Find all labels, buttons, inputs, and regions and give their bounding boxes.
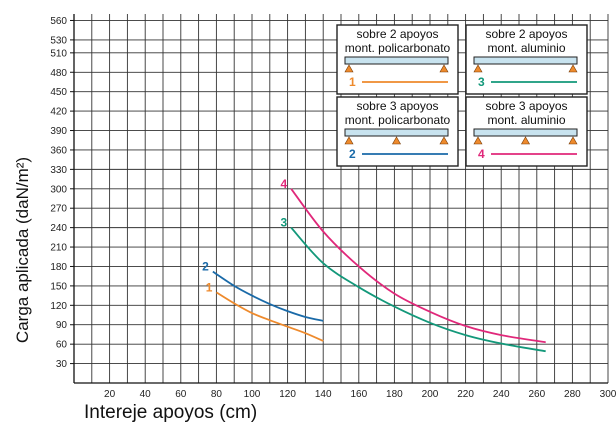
legend-line2: mont. aluminio xyxy=(487,41,565,55)
y-tick-label: 30 xyxy=(56,359,68,370)
series-label-4: 4 xyxy=(280,177,287,191)
y-tick-label: 480 xyxy=(50,68,67,79)
legend-line2: mont. aluminio xyxy=(487,113,565,127)
series-label-1: 1 xyxy=(206,280,213,294)
x-tick-label: 240 xyxy=(493,389,510,400)
axes xyxy=(70,14,608,384)
x-tick-label: 120 xyxy=(279,389,296,400)
y-axis-title: Carga aplicada (daN/m²) xyxy=(13,157,32,343)
y-tick-label: 420 xyxy=(50,107,67,118)
series-line-4 xyxy=(290,188,546,344)
legend-line1: sobre 2 apoyos xyxy=(485,27,567,41)
series-label-3: 3 xyxy=(280,216,287,230)
support-icon xyxy=(568,64,578,73)
series-line-2 xyxy=(212,270,324,322)
support-icon xyxy=(344,64,354,73)
support-icon xyxy=(439,136,449,145)
x-tick-label: 100 xyxy=(244,389,261,400)
y-tick-label: 530 xyxy=(50,35,67,46)
beam-icon xyxy=(344,56,449,65)
y-tick-label: 510 xyxy=(50,48,67,59)
y-tick-label: 210 xyxy=(50,243,67,254)
series-line-3 xyxy=(290,227,546,353)
series-label-2: 2 xyxy=(202,260,209,274)
support-icon xyxy=(439,64,449,73)
y-tick-label: 330 xyxy=(50,165,67,176)
y-tick-label: 120 xyxy=(50,301,67,312)
x-tick-label: 260 xyxy=(528,389,545,400)
y-tick-label: 450 xyxy=(50,87,67,98)
x-tick-label: 60 xyxy=(175,389,187,400)
y-tick-label: 60 xyxy=(56,340,68,351)
tick-labels: 3060901201501802102402703003303603904204… xyxy=(50,16,616,400)
legend-series-number: 3 xyxy=(478,75,485,89)
x-axis-title: Intereje apoyos (cm) xyxy=(84,402,257,423)
beam-icon xyxy=(473,56,578,65)
legend-line1: sobre 3 apoyos xyxy=(485,99,567,113)
x-tick-label: 220 xyxy=(457,389,474,400)
x-tick-label: 160 xyxy=(350,389,367,400)
y-tick-label: 240 xyxy=(50,223,67,234)
y-tick-label: 390 xyxy=(50,126,67,137)
support-icon xyxy=(344,136,354,145)
y-tick-label: 270 xyxy=(50,204,67,215)
y-tick-label: 90 xyxy=(56,320,68,331)
x-tick-label: 20 xyxy=(104,389,116,400)
y-tick-label: 560 xyxy=(50,16,67,27)
x-tick-label: 180 xyxy=(386,389,403,400)
support-icon xyxy=(473,136,483,145)
beam-icon xyxy=(473,128,578,137)
support-icon xyxy=(473,64,483,73)
x-tick-label: 200 xyxy=(422,389,439,400)
x-tick-label: 80 xyxy=(211,389,223,400)
series-lines: 1 2 3 4 xyxy=(202,177,546,353)
support-icon xyxy=(520,136,531,145)
x-tick-label: 280 xyxy=(564,389,581,400)
legend-series-number: 4 xyxy=(478,147,485,161)
y-tick-label: 360 xyxy=(50,145,67,156)
y-tick-label: 180 xyxy=(50,262,67,273)
x-tick-label: 300 xyxy=(600,389,616,400)
beam-icon xyxy=(344,128,449,137)
legend-line1: sobre 2 apoyos xyxy=(356,27,438,41)
x-tick-label: 40 xyxy=(140,389,152,400)
legend-line2: mont. policarbonato xyxy=(345,41,451,55)
support-icon xyxy=(568,136,578,145)
legend-series-number: 2 xyxy=(349,147,356,161)
legend-line1: sobre 3 apoyos xyxy=(356,99,438,113)
legend-line2: mont. policarbonato xyxy=(345,113,451,127)
x-tick-label: 140 xyxy=(315,389,332,400)
legend-series-number: 1 xyxy=(349,75,356,89)
support-icon xyxy=(391,136,402,145)
y-tick-label: 150 xyxy=(50,281,67,292)
y-tick-label: 300 xyxy=(50,184,67,195)
series-line-1 xyxy=(215,291,324,342)
